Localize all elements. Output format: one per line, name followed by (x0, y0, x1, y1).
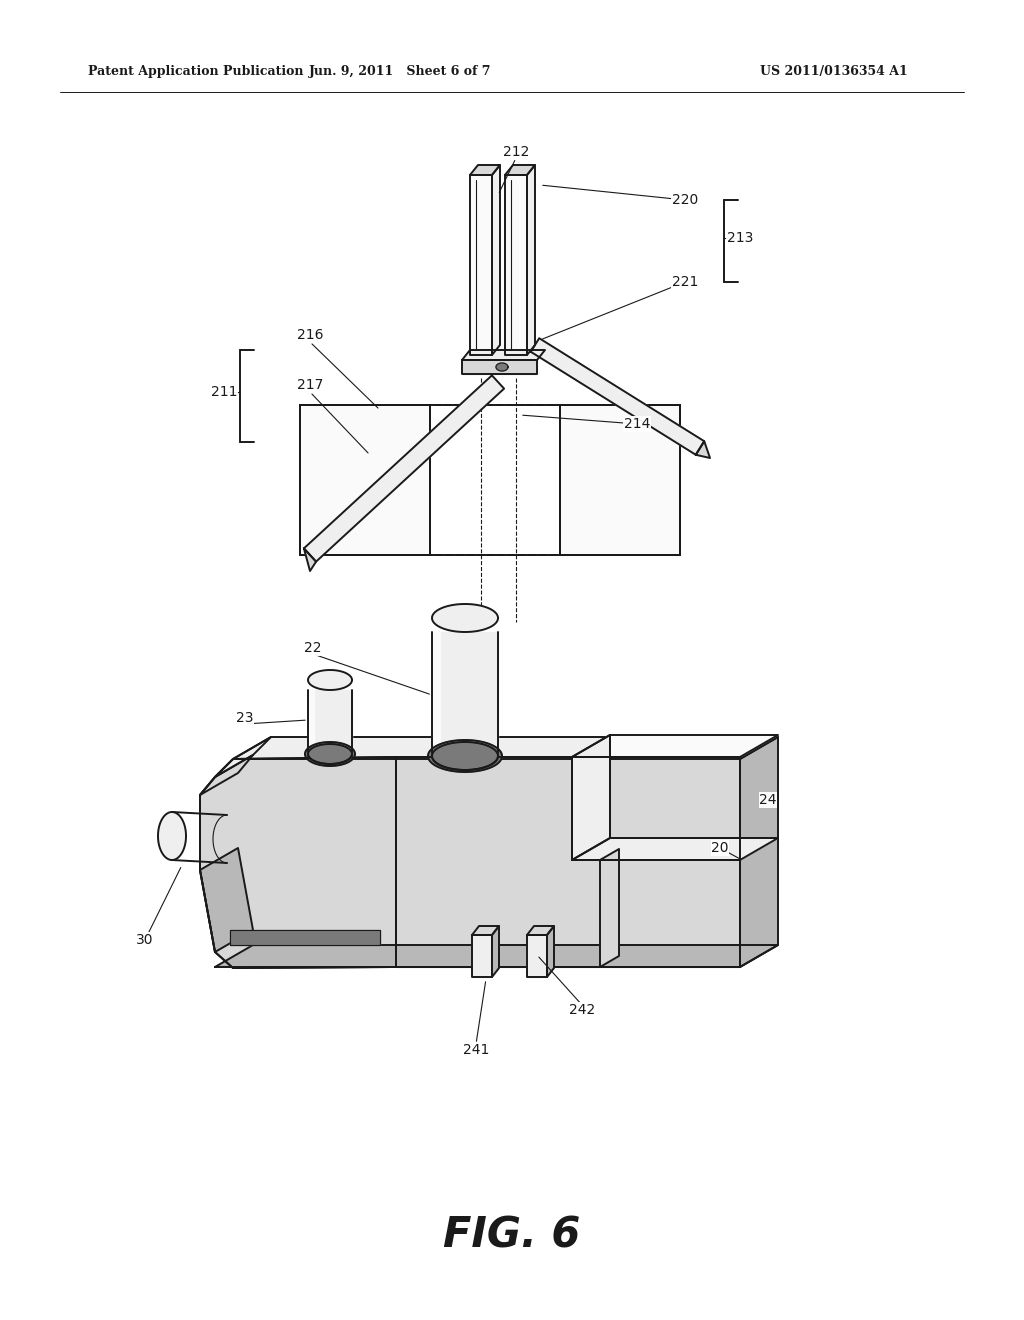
Polygon shape (530, 338, 705, 455)
Text: 30: 30 (136, 933, 154, 946)
Text: 221: 221 (672, 275, 698, 289)
Polygon shape (308, 690, 314, 754)
Polygon shape (215, 737, 271, 777)
Polygon shape (496, 363, 508, 371)
Polygon shape (304, 548, 316, 572)
Polygon shape (200, 847, 253, 952)
Polygon shape (572, 838, 778, 861)
Polygon shape (505, 165, 535, 176)
Polygon shape (215, 945, 778, 968)
Polygon shape (547, 927, 554, 977)
Polygon shape (572, 735, 778, 756)
Polygon shape (200, 755, 253, 795)
Text: 23: 23 (237, 711, 254, 725)
Polygon shape (432, 742, 498, 770)
Polygon shape (432, 605, 498, 632)
Polygon shape (527, 165, 535, 355)
Text: 20: 20 (712, 841, 729, 855)
Polygon shape (527, 935, 547, 977)
Polygon shape (527, 927, 554, 935)
Polygon shape (472, 935, 492, 977)
Polygon shape (470, 165, 500, 176)
Polygon shape (233, 737, 778, 759)
Text: 220: 220 (672, 193, 698, 207)
Polygon shape (432, 632, 440, 756)
Polygon shape (300, 405, 430, 554)
Polygon shape (304, 375, 504, 561)
Text: 217: 217 (297, 378, 324, 392)
Polygon shape (600, 849, 618, 968)
Text: 211: 211 (211, 385, 238, 399)
Polygon shape (308, 744, 352, 764)
Polygon shape (308, 671, 352, 690)
Text: 242: 242 (569, 1003, 595, 1016)
Text: 213: 213 (727, 231, 754, 246)
Polygon shape (470, 176, 492, 355)
Polygon shape (305, 742, 355, 766)
Text: 241: 241 (463, 1043, 489, 1057)
Text: 212: 212 (503, 145, 529, 158)
Polygon shape (505, 176, 527, 355)
Polygon shape (396, 756, 740, 968)
Polygon shape (462, 350, 545, 360)
Polygon shape (695, 441, 710, 458)
Polygon shape (308, 690, 352, 754)
Text: 24: 24 (759, 793, 777, 807)
Polygon shape (462, 360, 537, 374)
Text: 216: 216 (297, 327, 324, 342)
Polygon shape (492, 165, 500, 355)
Polygon shape (158, 812, 186, 861)
Polygon shape (492, 927, 499, 977)
Text: US 2011/0136354 A1: US 2011/0136354 A1 (760, 65, 907, 78)
Polygon shape (432, 632, 498, 756)
Polygon shape (230, 931, 380, 945)
Polygon shape (472, 927, 499, 935)
Text: FIG. 6: FIG. 6 (443, 1214, 581, 1257)
Polygon shape (572, 735, 610, 861)
Polygon shape (740, 737, 778, 968)
Text: 214: 214 (624, 417, 650, 432)
Text: Patent Application Publication: Patent Application Publication (88, 65, 303, 78)
Text: 22: 22 (304, 642, 322, 655)
Polygon shape (428, 741, 502, 772)
Polygon shape (200, 756, 396, 968)
Text: Jun. 9, 2011   Sheet 6 of 7: Jun. 9, 2011 Sheet 6 of 7 (309, 65, 492, 78)
Polygon shape (560, 405, 680, 554)
